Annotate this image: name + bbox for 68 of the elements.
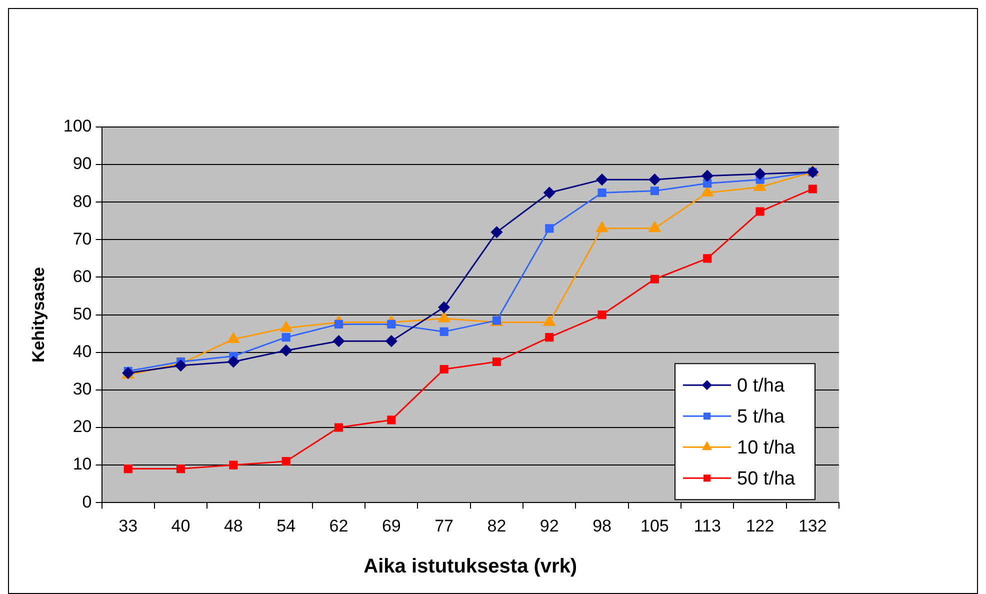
point: [648, 222, 661, 232]
point: [492, 357, 501, 366]
y-tick-label: 20: [72, 417, 92, 436]
x-tick-label: 92: [540, 516, 559, 536]
point: [387, 416, 396, 424]
x-tick-label: 132: [798, 516, 827, 536]
y-tick-label: 30: [72, 380, 92, 399]
legend-label: 0 t/ha: [737, 375, 785, 396]
x-tick-label: 113: [694, 516, 721, 536]
x-axis-title: Aika istutuksesta (vrk): [364, 556, 578, 578]
point: [490, 226, 502, 238]
point: [227, 332, 240, 343]
point: [650, 274, 659, 284]
point: [702, 170, 714, 182]
x-tick-label: 77: [434, 516, 454, 536]
x-tick-label: 98: [592, 516, 612, 536]
y-tick-label: 100: [63, 116, 92, 136]
x-tick-label: 62: [329, 516, 348, 536]
point: [176, 464, 186, 474]
point: [334, 423, 344, 432]
point: [282, 333, 290, 342]
point: [440, 327, 448, 336]
x-tick-label: 54: [276, 516, 296, 536]
y-tick-label: 80: [72, 192, 92, 211]
point: [386, 335, 398, 347]
y-tick-label: 60: [72, 266, 92, 286]
y-tick-label: 40: [72, 342, 92, 362]
point: [229, 460, 238, 470]
point: [332, 335, 344, 347]
point: [543, 316, 556, 326]
y-tick-label: 0: [82, 492, 92, 512]
point: [808, 184, 817, 194]
x-tick-label: 122: [746, 516, 774, 536]
x-tick-label: 105: [640, 516, 669, 536]
y-tick-label: 50: [72, 304, 92, 324]
x-tick-label: 48: [224, 516, 243, 536]
x-tick-label: 82: [487, 516, 506, 536]
x-tick-label: 69: [382, 516, 401, 536]
point: [545, 333, 554, 342]
point: [124, 464, 132, 474]
y-tick-label: 70: [72, 229, 92, 248]
point: [440, 364, 448, 374]
point: [650, 186, 659, 196]
point: [175, 360, 187, 372]
point: [598, 310, 606, 320]
point: [596, 174, 608, 186]
point: [703, 254, 712, 263]
point: [598, 188, 606, 198]
point: [228, 356, 240, 368]
y-tick-label: 10: [72, 454, 92, 474]
point: [756, 207, 764, 216]
point: [438, 312, 450, 322]
point: [648, 174, 660, 186]
point: [754, 168, 766, 180]
point: [545, 224, 554, 233]
point: [280, 321, 292, 332]
y-axis-title: Kehitysaste: [28, 267, 48, 363]
x-tick-label: 40: [171, 516, 190, 536]
point: [282, 457, 290, 466]
x-tick-label: 33: [118, 516, 138, 536]
legend-label: 50 t/ha: [737, 468, 796, 490]
point: [544, 186, 556, 198]
point: [596, 222, 608, 232]
point: [438, 302, 450, 314]
point: [280, 344, 292, 356]
legend-label: 10 t/ha: [737, 437, 796, 458]
y-tick-label: 90: [72, 154, 92, 174]
legend-label: 5 t/ha: [737, 406, 785, 428]
